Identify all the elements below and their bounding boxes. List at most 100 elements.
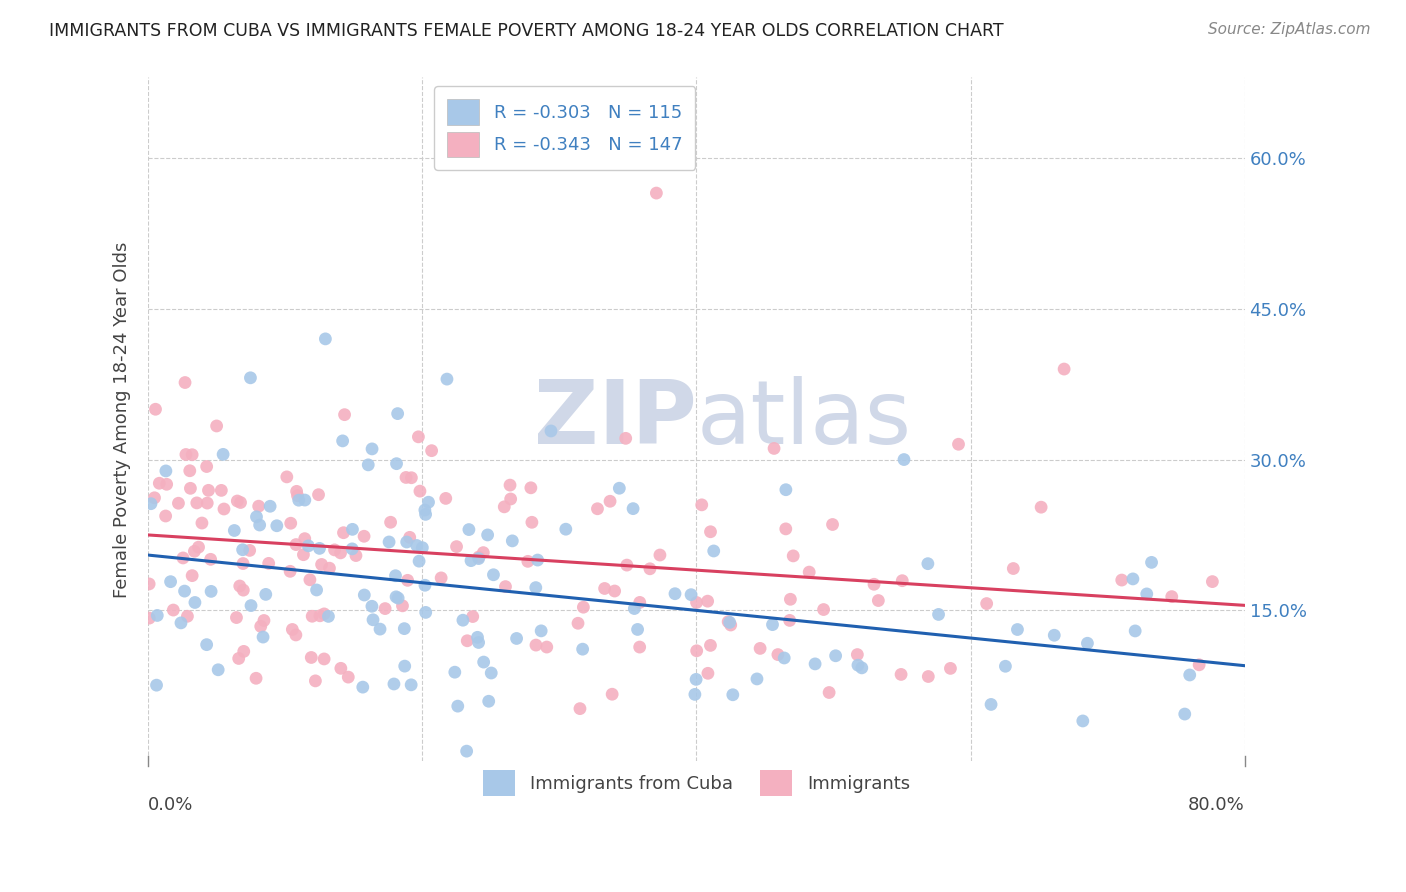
Point: [394, 622, 416, 636]
Point: [181, 448, 204, 462]
Point: [284, 628, 307, 642]
Point: [472, 546, 495, 560]
Point: [1043, 628, 1066, 642]
Point: [603, 584, 626, 599]
Point: [239, 371, 262, 385]
Point: [385, 457, 408, 471]
Point: [948, 437, 970, 451]
Point: [298, 573, 321, 587]
Point: [382, 677, 405, 691]
Point: [138, 577, 160, 591]
Point: [540, 424, 562, 438]
Point: [779, 592, 801, 607]
Text: atlas: atlas: [696, 376, 911, 463]
Point: [430, 571, 453, 585]
Point: [314, 332, 336, 346]
Point: [266, 518, 288, 533]
Point: [413, 578, 436, 592]
Point: [775, 483, 797, 497]
Point: [176, 609, 198, 624]
Point: [696, 594, 718, 608]
Point: [447, 699, 470, 714]
Point: [281, 623, 304, 637]
Point: [294, 532, 316, 546]
Point: [685, 673, 707, 687]
Point: [148, 476, 170, 491]
Point: [1123, 624, 1146, 638]
Point: [329, 546, 352, 560]
Point: [745, 672, 768, 686]
Point: [468, 549, 491, 564]
Point: [520, 481, 543, 495]
Point: [703, 544, 725, 558]
Point: [301, 609, 323, 624]
Point: [368, 622, 391, 636]
Point: [276, 470, 298, 484]
Point: [530, 624, 553, 638]
Point: [179, 464, 201, 478]
Point: [572, 600, 595, 615]
Point: [314, 607, 336, 621]
Point: [928, 607, 950, 622]
Point: [143, 491, 166, 505]
Point: [155, 508, 177, 523]
Point: [332, 434, 354, 448]
Point: [891, 574, 914, 588]
Point: [167, 496, 190, 510]
Point: [1201, 574, 1223, 589]
Point: [804, 657, 827, 671]
Point: [494, 500, 516, 514]
Point: [297, 539, 319, 553]
Point: [415, 508, 437, 522]
Point: [186, 496, 208, 510]
Point: [146, 608, 169, 623]
Point: [467, 551, 489, 566]
Point: [846, 648, 869, 662]
Point: [145, 678, 167, 692]
Point: [391, 599, 413, 613]
Point: [638, 562, 661, 576]
Point: [155, 464, 177, 478]
Point: [374, 601, 396, 615]
Point: [623, 601, 645, 615]
Point: [323, 542, 346, 557]
Point: [229, 579, 252, 593]
Point: [501, 533, 523, 548]
Point: [200, 552, 222, 566]
Point: [395, 535, 418, 549]
Point: [749, 641, 772, 656]
Point: [813, 602, 835, 616]
Point: [766, 648, 789, 662]
Point: [181, 568, 204, 582]
Point: [399, 678, 422, 692]
Point: [446, 540, 468, 554]
Point: [571, 642, 593, 657]
Point: [191, 516, 214, 530]
Point: [600, 687, 623, 701]
Point: [409, 484, 432, 499]
Point: [225, 610, 247, 624]
Point: [994, 659, 1017, 673]
Point: [495, 580, 517, 594]
Point: [280, 516, 302, 531]
Point: [779, 614, 801, 628]
Point: [1071, 714, 1094, 728]
Point: [318, 561, 340, 575]
Point: [699, 639, 721, 653]
Point: [156, 477, 179, 491]
Text: IMMIGRANTS FROM CUBA VS IMMIGRANTS FEMALE POVERTY AMONG 18-24 YEAR OLDS CORRELAT: IMMIGRANTS FROM CUBA VS IMMIGRANTS FEMAL…: [49, 22, 1004, 40]
Point: [477, 528, 499, 542]
Point: [505, 632, 527, 646]
Point: [195, 638, 218, 652]
Point: [851, 661, 873, 675]
Point: [294, 493, 316, 508]
Point: [332, 525, 354, 540]
Point: [418, 495, 440, 509]
Point: [664, 587, 686, 601]
Point: [205, 419, 228, 434]
Point: [311, 558, 333, 572]
Point: [162, 603, 184, 617]
Point: [451, 613, 474, 627]
Point: [187, 540, 209, 554]
Point: [434, 491, 457, 506]
